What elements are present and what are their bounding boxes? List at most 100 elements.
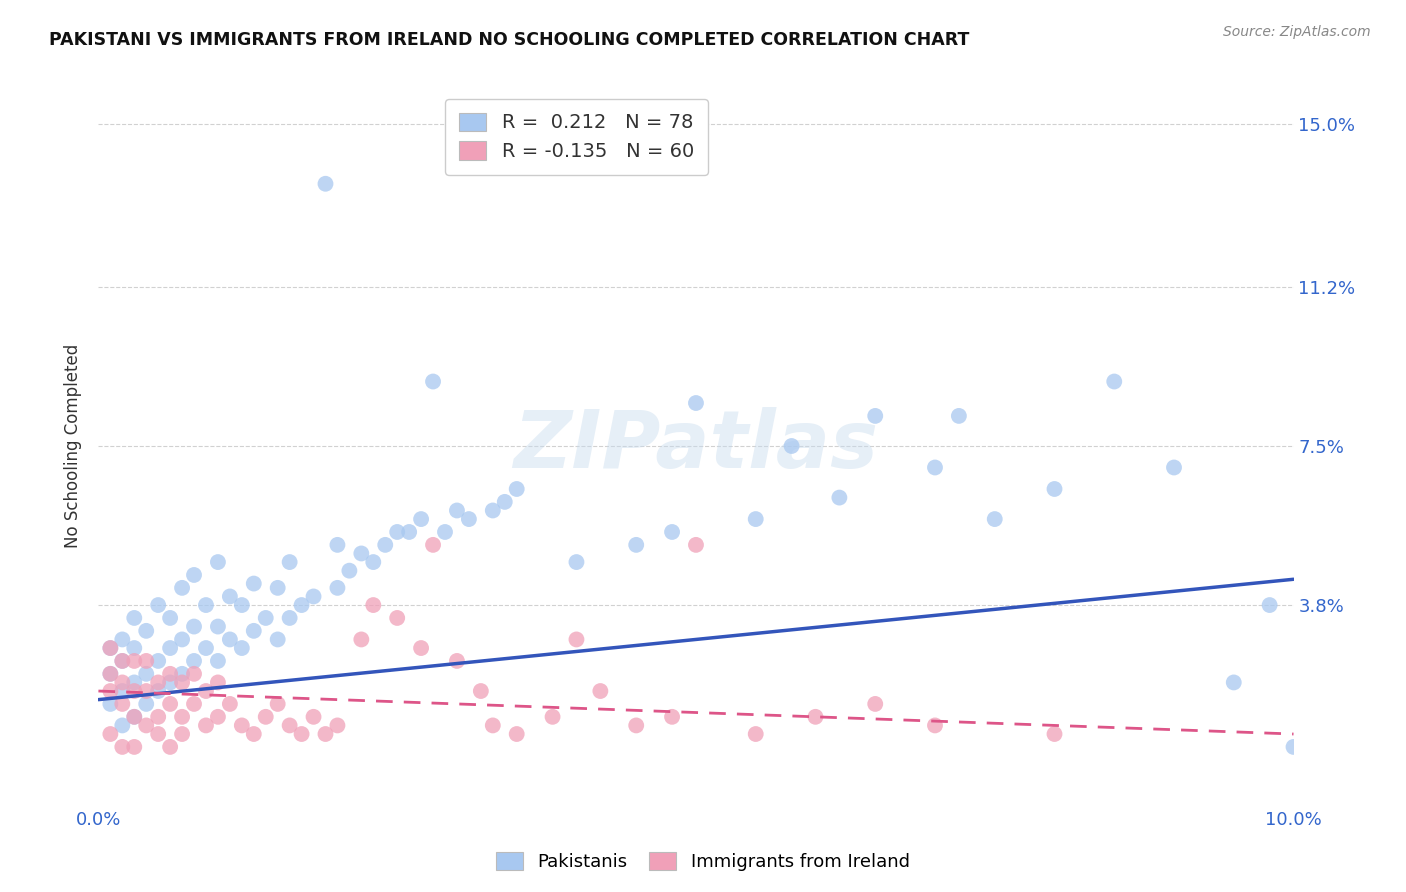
Point <box>302 710 325 724</box>
Point <box>124 710 146 724</box>
Text: PAKISTANI VS IMMIGRANTS FROM IRELAND NO SCHOOLING COMPLETED CORRELATION CHART: PAKISTANI VS IMMIGRANTS FROM IRELAND NO … <box>49 31 970 49</box>
Point <box>254 710 277 724</box>
Point <box>363 598 385 612</box>
Point <box>374 538 396 552</box>
Point <box>411 512 433 526</box>
Point <box>148 654 170 668</box>
Point <box>984 512 1007 526</box>
Point <box>1163 460 1185 475</box>
Point <box>326 718 349 732</box>
Point <box>291 727 314 741</box>
Point <box>111 684 134 698</box>
Point <box>948 409 970 423</box>
Point <box>195 684 218 698</box>
Point <box>326 538 349 552</box>
Point <box>135 684 157 698</box>
Point <box>385 524 409 539</box>
Point <box>172 710 194 724</box>
Text: ZIPatlas: ZIPatlas <box>513 407 879 485</box>
Point <box>207 654 229 668</box>
Point <box>124 611 146 625</box>
Point <box>589 684 612 698</box>
Point <box>159 697 181 711</box>
Point <box>626 538 648 552</box>
Point <box>207 675 229 690</box>
Legend: Pakistanis, Immigrants from Ireland: Pakistanis, Immigrants from Ireland <box>489 846 917 879</box>
Point <box>148 684 170 698</box>
Point <box>350 546 373 560</box>
Point <box>267 581 290 595</box>
Point <box>1223 675 1246 690</box>
Point <box>148 675 170 690</box>
Point <box>398 524 420 539</box>
Point <box>434 524 457 539</box>
Point <box>541 710 564 724</box>
Point <box>172 666 194 681</box>
Point <box>1043 727 1066 741</box>
Point <box>231 718 253 732</box>
Point <box>254 611 277 625</box>
Point <box>1282 739 1305 754</box>
Point <box>124 675 146 690</box>
Point <box>685 396 707 410</box>
Point <box>482 503 505 517</box>
Point <box>385 611 409 625</box>
Point <box>98 666 122 681</box>
Point <box>506 727 529 741</box>
Point <box>135 697 157 711</box>
Point <box>326 581 349 595</box>
Point <box>135 718 157 732</box>
Point <box>470 684 492 698</box>
Point <box>1104 375 1126 389</box>
Point <box>135 666 157 681</box>
Point <box>745 727 768 741</box>
Point <box>267 632 290 647</box>
Point <box>422 375 444 389</box>
Point <box>924 460 946 475</box>
Point <box>159 666 181 681</box>
Point <box>661 710 683 724</box>
Point <box>183 666 205 681</box>
Point <box>267 697 290 711</box>
Point <box>172 632 194 647</box>
Point <box>422 538 444 552</box>
Point <box>124 739 146 754</box>
Point <box>111 718 134 732</box>
Point <box>135 624 157 638</box>
Point <box>111 632 134 647</box>
Point <box>172 581 194 595</box>
Point <box>124 684 146 698</box>
Point <box>924 718 946 732</box>
Point <box>183 697 205 711</box>
Point <box>243 576 266 591</box>
Point <box>98 641 122 656</box>
Point <box>804 710 827 724</box>
Point <box>315 177 337 191</box>
Point <box>159 675 181 690</box>
Point <box>315 727 337 741</box>
Point <box>172 727 194 741</box>
Point <box>195 718 218 732</box>
Point <box>124 654 146 668</box>
Point <box>111 739 134 754</box>
Point <box>865 697 887 711</box>
Point <box>458 512 481 526</box>
Point <box>111 697 134 711</box>
Point <box>494 495 516 509</box>
Point <box>685 538 707 552</box>
Point <box>219 697 242 711</box>
Point <box>98 641 122 656</box>
Point <box>482 718 505 732</box>
Point <box>183 568 205 582</box>
Text: Source: ZipAtlas.com: Source: ZipAtlas.com <box>1223 25 1371 39</box>
Point <box>291 598 314 612</box>
Point <box>159 611 181 625</box>
Point <box>243 624 266 638</box>
Point <box>363 555 385 569</box>
Point <box>278 718 301 732</box>
Point <box>148 727 170 741</box>
Point <box>219 632 242 647</box>
Point <box>111 675 134 690</box>
Point <box>278 555 301 569</box>
Point <box>98 697 122 711</box>
